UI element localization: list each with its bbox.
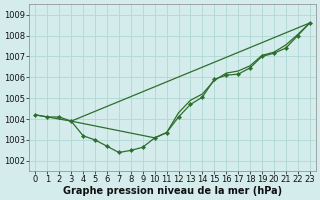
X-axis label: Graphe pression niveau de la mer (hPa): Graphe pression niveau de la mer (hPa) (63, 186, 282, 196)
